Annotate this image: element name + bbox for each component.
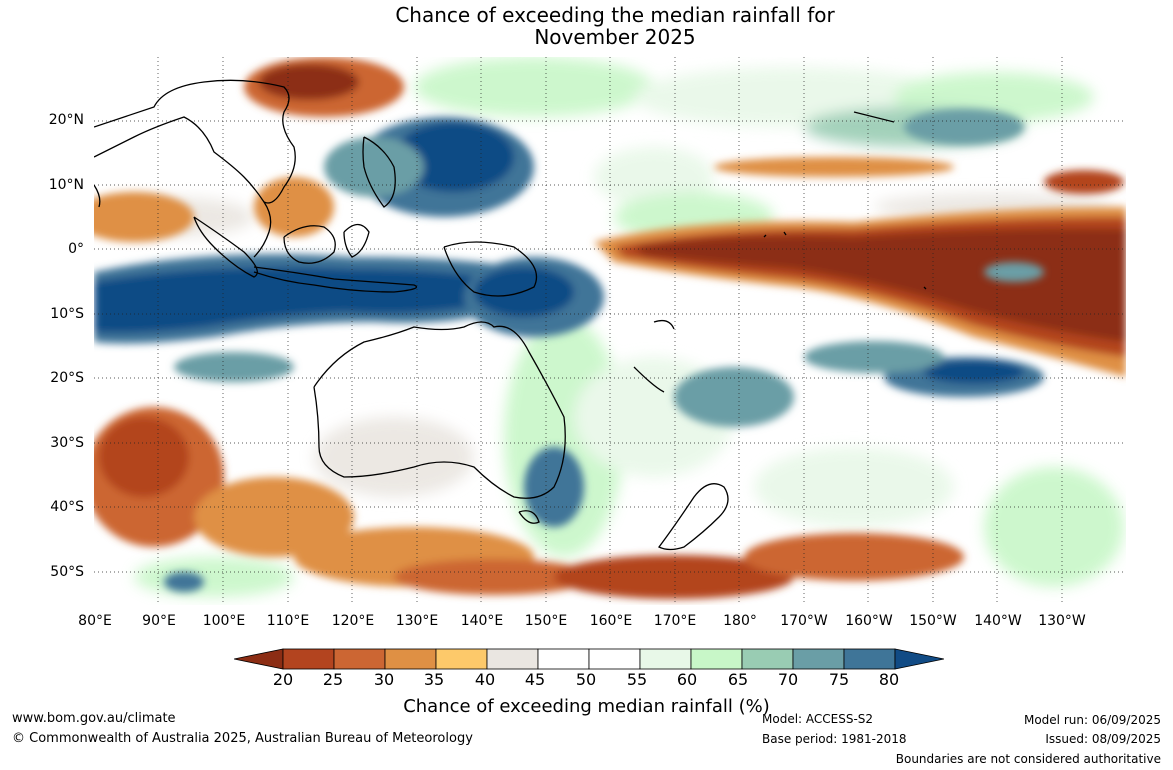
- colorbar-segment: [384, 648, 437, 670]
- wet-signal-regions: [94, 109, 1044, 592]
- lon-label-130w: 130°W: [1038, 613, 1086, 629]
- colorbar-extension-low: [233, 648, 284, 670]
- colorbar-tick-20: 20: [272, 670, 294, 689]
- colorbar-tick-45: 45: [524, 670, 546, 689]
- lon-label-130e: 130°E: [395, 613, 439, 629]
- colorbar-segment: [588, 648, 641, 670]
- coastlines: [94, 79, 927, 551]
- map-canvas: [94, 57, 1126, 605]
- lat-label-10s: 10°S: [50, 306, 84, 322]
- colorbar-extension-high: [894, 648, 945, 670]
- colorbar-tick-30: 30: [373, 670, 395, 689]
- website-link[interactable]: www.bom.gov.au/climate: [12, 711, 176, 726]
- colorbar-tick-80: 80: [878, 670, 900, 689]
- model-run-date: Model run: 06/09/2025: [1023, 713, 1161, 727]
- colorbar-label: Chance of exceeding median rainfall (%): [403, 696, 770, 717]
- colorbar-tick-70: 70: [777, 670, 799, 689]
- colorbar-segment: [435, 648, 488, 670]
- lon-label-90e: 90°E: [142, 613, 176, 629]
- boundaries-disclaimer: Boundaries are not considered authoritat…: [895, 752, 1161, 766]
- lat-label-50s: 50°S: [50, 564, 84, 580]
- colorbar-tick-65: 65: [727, 670, 749, 689]
- lon-label-160w: 160°W: [845, 613, 893, 629]
- lon-label-110e: 110°E: [266, 613, 310, 629]
- lat-label-10n: 10°N: [48, 177, 84, 193]
- lon-label-120e: 120°E: [331, 613, 375, 629]
- lon-label-150w: 150°W: [909, 613, 957, 629]
- colorbar-tick-50: 50: [575, 670, 597, 689]
- lon-label-160e: 160°E: [589, 613, 633, 629]
- lat-label-20s: 20°S: [50, 370, 84, 386]
- lat-label-equator: 0°: [68, 241, 84, 257]
- copyright-notice: © Commonwealth of Australia 2025, Austra…: [12, 731, 473, 746]
- lon-label-140e: 140°E: [460, 613, 504, 629]
- colorbar-tick-60: 60: [676, 670, 698, 689]
- colorbar-segment: [690, 648, 743, 670]
- lon-label-180: 180°: [723, 613, 757, 629]
- colorbar-segment: [639, 648, 692, 670]
- title-line-2: November 2025: [534, 25, 696, 49]
- lon-label-170e: 170°E: [653, 613, 697, 629]
- colorbar-segment: [282, 648, 335, 670]
- title-line-1: Chance of exceeding the median rainfall …: [395, 3, 835, 27]
- colorbar-tick-35: 35: [423, 670, 445, 689]
- base-period: Base period: 1981-2018: [762, 732, 907, 746]
- colorbar: [233, 646, 945, 676]
- lon-label-170w: 170°W: [780, 613, 828, 629]
- colorbar-segment: [537, 648, 590, 670]
- lon-label-100e: 100°E: [202, 613, 246, 629]
- issued-date: Issued: 08/09/2025: [1045, 732, 1161, 746]
- colorbar-segment: [792, 648, 845, 670]
- colorbar-tick-25: 25: [322, 670, 344, 689]
- graticule: [94, 57, 1126, 605]
- colorbar-segment: [486, 648, 539, 670]
- colorbar-segment: [333, 648, 386, 670]
- model-name: Model: ACCESS-S2: [762, 712, 874, 726]
- lat-label-40s: 40°S: [50, 499, 84, 515]
- lat-label-20n: 20°N: [48, 112, 84, 128]
- rainfall-probability-map: [94, 57, 1126, 605]
- colorbar-graphic: [233, 648, 945, 670]
- colorbar-segment: [741, 648, 794, 670]
- lon-label-140w: 140°W: [974, 613, 1022, 629]
- lat-label-30s: 30°S: [50, 435, 84, 451]
- lon-label-150e: 150°E: [524, 613, 568, 629]
- colorbar-tick-75: 75: [828, 670, 850, 689]
- colorbar-tick-40: 40: [474, 670, 496, 689]
- colorbar-segment: [843, 648, 896, 670]
- colorbar-tick-55: 55: [626, 670, 648, 689]
- lon-label-80e: 80°E: [78, 613, 112, 629]
- map-title: Chance of exceeding the median rainfall …: [0, 4, 1173, 48]
